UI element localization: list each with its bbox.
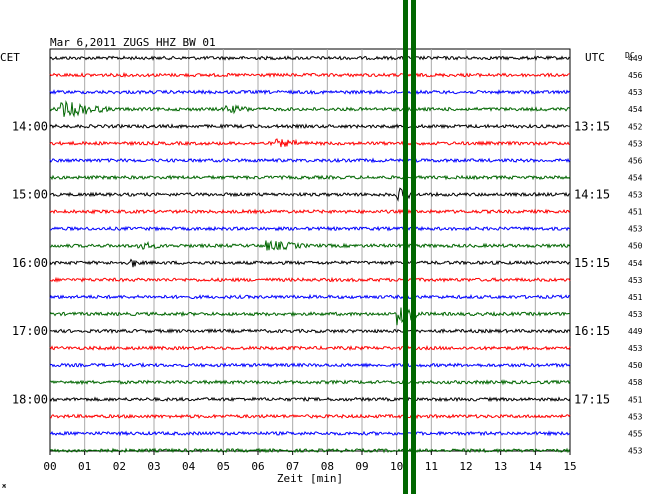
trace-line — [49, 293, 571, 300]
dc-value: 456 — [628, 71, 643, 80]
x-tick-label: 01 — [78, 460, 91, 473]
dc-value: 453 — [628, 310, 643, 319]
dc-value: 454 — [628, 173, 643, 182]
trace-line — [49, 123, 571, 130]
right-time-label: 16:15 — [574, 324, 610, 338]
dc-label: DC — [625, 51, 635, 60]
dc-value: 458 — [628, 378, 643, 387]
x-tick-label: 11 — [425, 460, 438, 473]
left-time-label: 15:00 — [12, 188, 48, 202]
x-tick-label: 09 — [355, 460, 368, 473]
right-timezone-label: UTC — [585, 51, 605, 64]
dc-value: 453 — [628, 344, 643, 353]
left-time-label: 14:00 — [12, 119, 48, 133]
x-axis-label: Zeit [min] — [277, 472, 343, 485]
dc-value: 453 — [628, 412, 643, 421]
left-time-label: 17:00 — [12, 324, 48, 338]
right-time-label: 17:15 — [574, 392, 610, 406]
dc-value: 454 — [628, 105, 643, 114]
header-title: Mar 6,2011 ZUGS HHZ BW 01 — [50, 36, 216, 49]
x-tick-label: 12 — [459, 460, 472, 473]
dc-value: 452 — [628, 122, 643, 131]
footer-mark: ж — [2, 482, 7, 490]
dc-value: 455 — [628, 429, 643, 438]
dc-value: 456 — [628, 156, 643, 165]
trace-line — [49, 328, 571, 335]
dc-value: 453 — [628, 139, 643, 148]
trace-line — [49, 345, 571, 351]
trace-line — [49, 100, 571, 118]
marker-bar — [403, 0, 408, 494]
dc-value: 451 — [628, 293, 643, 302]
trace-line — [49, 258, 571, 268]
x-tick-label: 05 — [217, 460, 230, 473]
trace-line — [49, 413, 571, 420]
trace-line — [49, 174, 571, 181]
right-time-label: 14:15 — [574, 188, 610, 202]
trace-line — [49, 276, 571, 283]
x-tick-label: 13 — [494, 460, 507, 473]
trace-line — [49, 306, 571, 326]
left-time-label: 18:00 — [12, 392, 48, 406]
dc-value: 451 — [628, 208, 643, 217]
x-tick-label: 06 — [251, 460, 264, 473]
dc-value: 450 — [628, 242, 643, 251]
dc-value: 454 — [628, 259, 643, 268]
trace-line — [49, 447, 571, 454]
x-tick-label: 04 — [182, 460, 196, 473]
minute-grid — [49, 48, 571, 452]
trace-line — [49, 225, 571, 232]
x-tick-label: 02 — [113, 460, 126, 473]
axis-labels: 449 456 453 454 452 453 456 454 453 451 453 450 454 4… — [0, 36, 643, 490]
seismic-traces — [49, 55, 571, 454]
trace-line — [49, 55, 571, 61]
dc-value: 453 — [628, 88, 643, 97]
trace-line — [49, 430, 571, 437]
dc-value: 453 — [628, 276, 643, 285]
dc-value: 451 — [628, 395, 643, 404]
x-tick-label: 14 — [529, 460, 543, 473]
dc-value: 453 — [628, 191, 643, 200]
trace-line — [49, 71, 571, 79]
dc-value: 449 — [628, 327, 643, 336]
trace-line — [49, 208, 571, 215]
trace-line — [49, 396, 571, 403]
x-tick-label: 08 — [321, 460, 334, 473]
trace-line — [49, 138, 571, 148]
trace-line — [49, 187, 571, 202]
x-tick-label: 03 — [147, 460, 160, 473]
left-timezone-label: CET — [0, 51, 20, 64]
trace-line — [49, 361, 571, 369]
x-tick-label: 15 — [563, 460, 576, 473]
x-tick-label: 00 — [43, 460, 56, 473]
dc-value: 449 — [628, 54, 643, 63]
marker-bars — [403, 0, 416, 494]
dc-value: 450 — [628, 361, 643, 370]
dc-value: 453 — [628, 225, 643, 234]
trace-line — [49, 240, 571, 251]
dc-value: 453 — [628, 446, 643, 455]
marker-bar — [411, 0, 416, 494]
x-tick-label: 10 — [390, 460, 403, 473]
right-time-label: 15:15 — [574, 256, 610, 270]
x-tick-label: 07 — [286, 460, 299, 473]
trace-line — [49, 157, 571, 164]
right-time-label: 13:15 — [574, 119, 610, 133]
trace-line — [49, 89, 571, 96]
trace-line — [49, 379, 571, 386]
left-time-label: 16:00 — [12, 256, 48, 270]
